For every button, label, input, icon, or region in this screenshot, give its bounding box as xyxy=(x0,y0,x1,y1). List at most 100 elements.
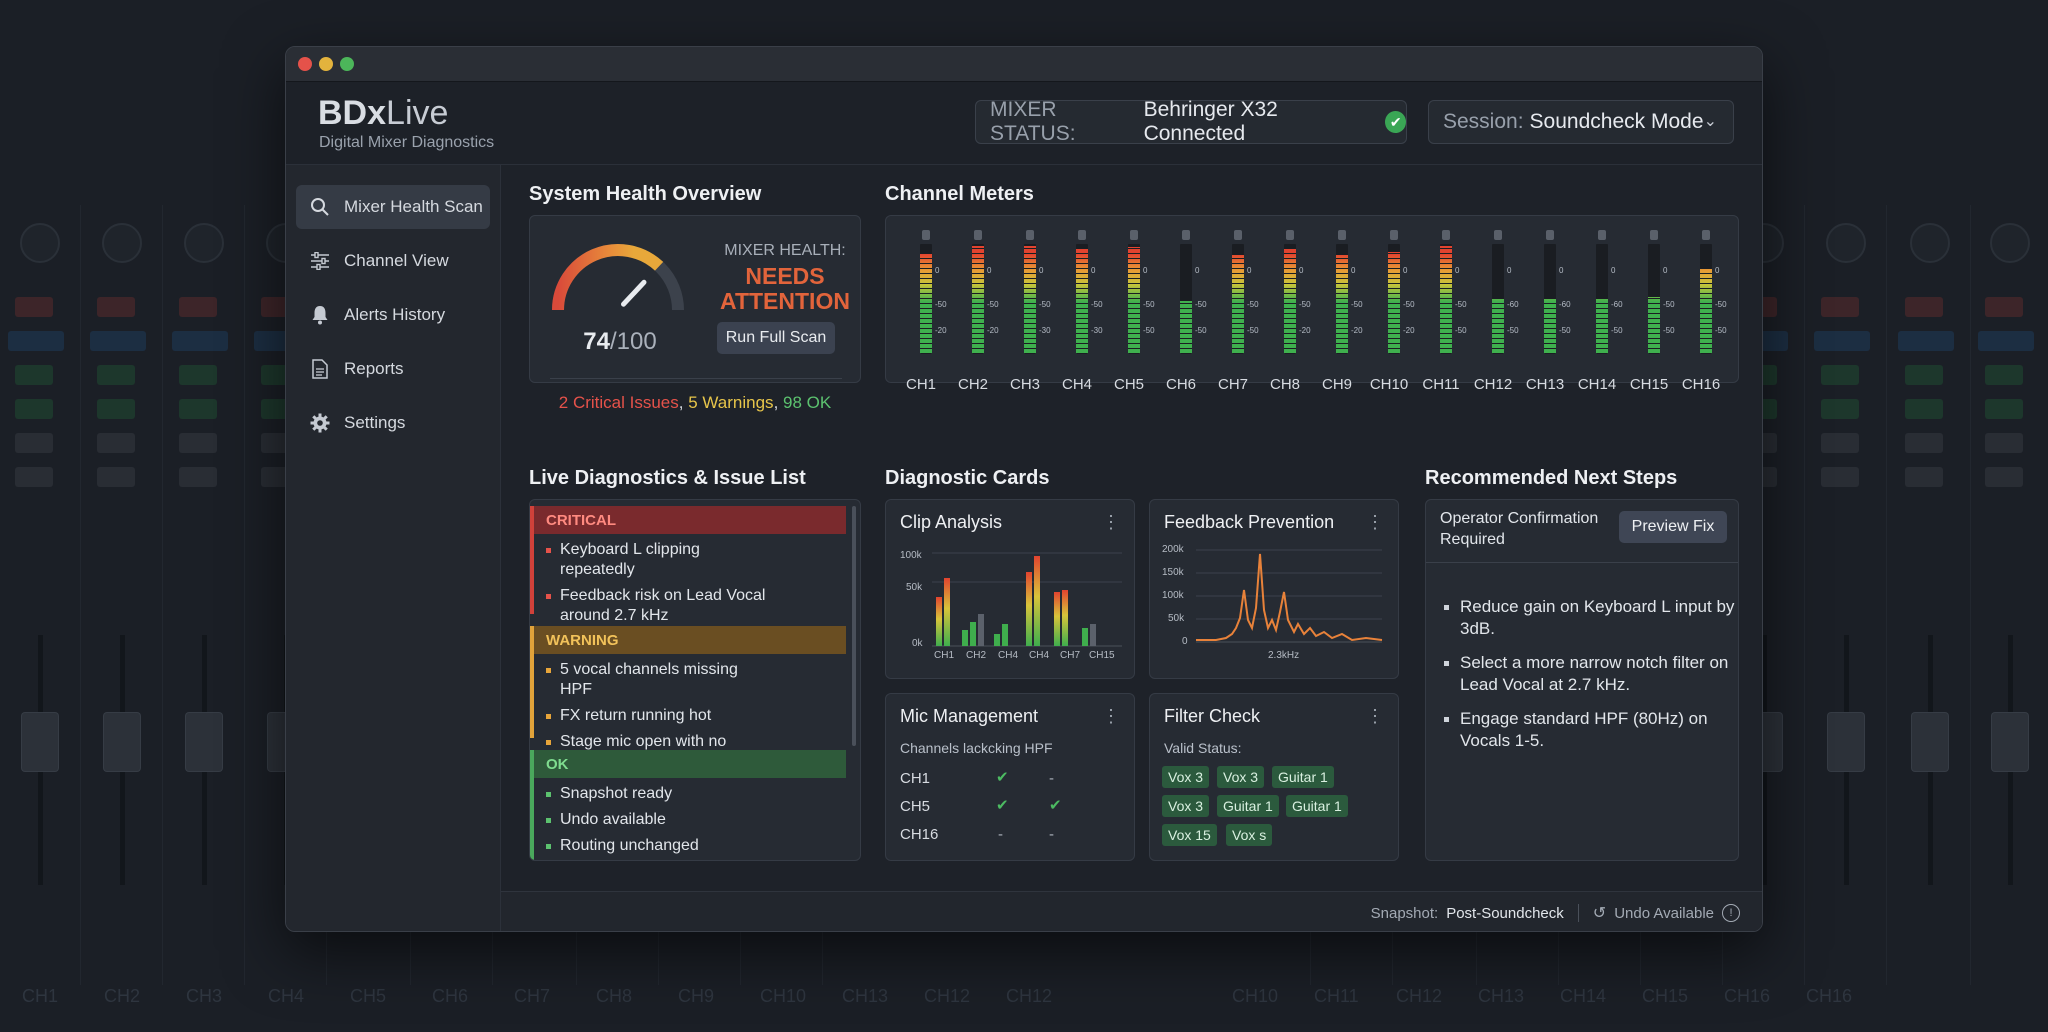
more-options-icon[interactable]: ⋮ xyxy=(1366,706,1384,726)
background-channel-label: CH5 xyxy=(350,986,387,1006)
channel-meter[interactable]: 0 -60 -50 CH12 xyxy=(1474,230,1519,393)
channel-label: CH7 xyxy=(1217,376,1248,393)
issue-item[interactable]: Snapshot ready xyxy=(530,784,772,804)
snapshot-value: Post-Soundcheck xyxy=(1446,904,1564,922)
filter-chip[interactable]: Guitar 1 xyxy=(1217,795,1279,817)
meter-scale-tick: -50 xyxy=(1455,326,1467,335)
sidebar-item-mixer-health-scan[interactable]: Mixer Health Scan xyxy=(296,185,490,229)
info-icon[interactable]: ! xyxy=(1722,904,1740,922)
meter-level-fill xyxy=(1648,297,1660,354)
maximize-window-button[interactable] xyxy=(340,57,354,71)
channel-meter[interactable]: 0 -50 -50 CH15 xyxy=(1630,230,1675,393)
axis-tick: CH4 xyxy=(1029,650,1050,661)
meter-peak-indicator xyxy=(1078,230,1086,240)
issue-item[interactable]: Undo available xyxy=(530,810,772,830)
issue-item[interactable]: FX return running hot xyxy=(530,706,772,726)
filter-chip[interactable]: Vox s xyxy=(1226,824,1273,846)
channel-label: CH15 xyxy=(1629,376,1669,393)
channel-meter[interactable]: 0 -50 -50 CH6 xyxy=(1162,230,1207,393)
channel-meter[interactable]: 0 -50 -20 CH9 xyxy=(1318,230,1363,393)
background-knob xyxy=(1910,223,1950,263)
ok-count: 98 OK xyxy=(783,393,832,412)
run-full-scan-button[interactable]: Run Full Scan xyxy=(717,322,835,354)
meter-scale-tick: 0 xyxy=(1403,266,1408,275)
meter-scale-tick: -50 xyxy=(1091,300,1103,309)
filter-chip[interactable]: Vox 3 xyxy=(1162,795,1210,817)
background-button xyxy=(1905,467,1943,487)
channel-meter[interactable]: 0 -50 -20 CH10 xyxy=(1370,230,1415,393)
meter-bar xyxy=(1492,244,1504,354)
channel-meter[interactable]: 0 -50 -50 CH7 xyxy=(1214,230,1259,393)
channel-meter[interactable]: 0 -50 -30 CH3 xyxy=(1006,230,1051,393)
meter-scale-tick: 0 xyxy=(1715,266,1720,275)
undo-available-label[interactable]: Undo Available xyxy=(1614,904,1714,922)
filter-chip[interactable]: Guitar 1 xyxy=(1272,766,1334,788)
more-options-icon[interactable]: ⋮ xyxy=(1102,706,1120,726)
issue-item[interactable]: 5 vocal channels missing HPF xyxy=(530,660,772,700)
sidebar-item-alerts-history[interactable]: Alerts History xyxy=(296,293,490,337)
issue-item[interactable]: Keyboard L clipping repeatedly xyxy=(530,540,772,580)
mic-status-value: - xyxy=(998,826,1003,843)
scrollbar[interactable] xyxy=(852,506,856,746)
meter-peak-indicator xyxy=(1650,230,1658,240)
meter-scale-tick: -50 xyxy=(935,300,947,309)
channel-meter[interactable]: 0 -50 -20 CH1 xyxy=(902,230,947,393)
minimize-window-button[interactable] xyxy=(319,57,333,71)
sidebar-item-settings[interactable]: Settings xyxy=(296,401,490,445)
axis-tick: 200k xyxy=(1162,544,1184,555)
channel-meter[interactable]: 0 -50 -50 CH16 xyxy=(1682,230,1727,393)
health-summary: 2 Critical Issues, 5 Warnings, 98 OK xyxy=(558,393,832,412)
meter-level-fill xyxy=(1232,255,1244,354)
filter-chip[interactable]: Guitar 1 xyxy=(1286,795,1348,817)
sidebar-item-label: Mixer Health Scan xyxy=(344,197,483,216)
card-title: Feedback Prevention xyxy=(1164,512,1335,532)
background-button xyxy=(1814,331,1870,351)
app-window: BDxLive Digital Mixer Diagnostics MIXER … xyxy=(285,46,1763,932)
background-button xyxy=(97,365,135,385)
mixer-status-label: MIXER STATUS: xyxy=(990,98,1076,145)
channel-meters-panel: 0 -50 -20 CH1 0 -50 -20 CH2 0 -50 -30 CH3 0 -50 -30 CH4… xyxy=(885,215,1739,393)
sliders-icon xyxy=(308,252,332,270)
channel-meter[interactable]: 0 -50 -30 CH4 xyxy=(1058,230,1103,393)
channel-meter[interactable]: 0 -60 -50 CH13 xyxy=(1526,230,1571,393)
meter-scale-tick: 0 xyxy=(1247,266,1252,275)
background-channel-label: CH3 xyxy=(186,986,223,1006)
channel-meter[interactable]: 0 -60 -50 CH14 xyxy=(1578,230,1623,393)
mixer-status-value: Behringer X32 Connected xyxy=(1143,98,1278,145)
more-options-icon[interactable]: ⋮ xyxy=(1102,512,1120,532)
channel-meter[interactable]: 0 -50 -50 CH11 xyxy=(1422,230,1467,393)
filter-chip[interactable]: Vox 3 xyxy=(1217,766,1265,788)
channel-label: CH2 xyxy=(957,376,988,393)
meter-scale-tick: 0 xyxy=(987,266,992,275)
background-button xyxy=(179,467,217,487)
preview-fix-button[interactable]: Preview Fix xyxy=(1619,511,1727,543)
app-logo: BDxLive xyxy=(318,94,449,132)
warning-header: WARNING xyxy=(534,626,846,654)
channel-label: CH11 xyxy=(1422,376,1460,393)
undo-icon[interactable]: ↺ xyxy=(1592,905,1607,922)
mixer-health-state: NEEDS ATTENTION xyxy=(720,263,850,314)
background-channel-label: CH12 xyxy=(1006,986,1053,1006)
background-channel-label: CH11 xyxy=(1314,986,1359,1006)
meter-scale-tick: -60 xyxy=(1559,300,1571,309)
channel-meter[interactable]: 0 -50 -20 CH2 xyxy=(954,230,999,393)
issue-item[interactable]: Feedback risk on Lead Vocal around 2.7 k… xyxy=(530,586,772,626)
session-dropdown[interactable]: Session: Soundcheck Mode ⌄ xyxy=(1428,100,1734,144)
channel-meter[interactable]: 0 -50 -50 CH5 xyxy=(1110,230,1155,393)
background-button xyxy=(1821,399,1859,419)
channel-meter[interactable]: 0 -50 -20 CH8 xyxy=(1266,230,1311,393)
filter-chip[interactable]: Vox 3 xyxy=(1162,766,1210,788)
meter-scale-tick: -50 xyxy=(1611,326,1623,335)
more-options-icon[interactable]: ⋮ xyxy=(1366,512,1384,532)
meter-peak-indicator xyxy=(1286,230,1294,240)
channel-label: CH1 xyxy=(905,376,936,393)
sidebar-item-reports[interactable]: Reports xyxy=(296,347,490,391)
meter-scale-tick: -60 xyxy=(1611,300,1623,309)
sidebar-item-channel-view[interactable]: Channel View xyxy=(296,239,490,283)
connected-check-icon: ✔ xyxy=(1385,111,1406,133)
filter-chip[interactable]: Vox 15 xyxy=(1162,824,1217,846)
issue-item[interactable]: Routing unchanged xyxy=(530,836,772,856)
close-window-button[interactable] xyxy=(298,57,312,71)
section-title-next-steps: Recommended Next Steps xyxy=(1425,467,1678,489)
document-icon xyxy=(308,359,332,379)
